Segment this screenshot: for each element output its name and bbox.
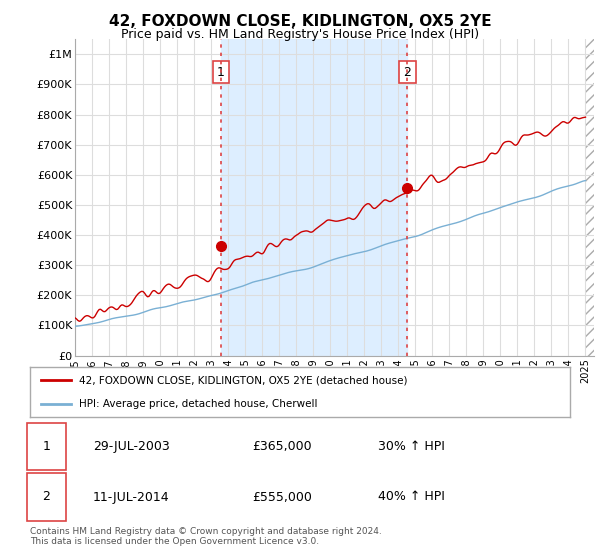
- Bar: [221, 39, 407, 356]
- Bar: [586, 39, 594, 356]
- Text: 1: 1: [217, 66, 225, 79]
- Text: Contains HM Land Registry data © Crown copyright and database right 2024.
This d: Contains HM Land Registry data © Crown c…: [30, 526, 382, 546]
- Text: 42, FOXDOWN CLOSE, KIDLINGTON, OX5 2YE: 42, FOXDOWN CLOSE, KIDLINGTON, OX5 2YE: [109, 14, 491, 29]
- Text: 2: 2: [43, 491, 50, 503]
- Text: Price paid vs. HM Land Registry's House Price Index (HPI): Price paid vs. HM Land Registry's House …: [121, 28, 479, 41]
- Text: 40% ↑ HPI: 40% ↑ HPI: [378, 491, 445, 503]
- Text: 1: 1: [43, 440, 50, 453]
- Text: HPI: Average price, detached house, Cherwell: HPI: Average price, detached house, Cher…: [79, 399, 317, 409]
- Text: £365,000: £365,000: [252, 440, 311, 453]
- Bar: [586, 39, 594, 356]
- Text: 11-JUL-2014: 11-JUL-2014: [93, 491, 170, 503]
- Text: 42, FOXDOWN CLOSE, KIDLINGTON, OX5 2YE (detached house): 42, FOXDOWN CLOSE, KIDLINGTON, OX5 2YE (…: [79, 375, 407, 385]
- Text: 30% ↑ HPI: 30% ↑ HPI: [378, 440, 445, 453]
- Text: 2: 2: [403, 66, 411, 79]
- Text: £555,000: £555,000: [252, 491, 312, 503]
- Text: 29-JUL-2003: 29-JUL-2003: [93, 440, 170, 453]
